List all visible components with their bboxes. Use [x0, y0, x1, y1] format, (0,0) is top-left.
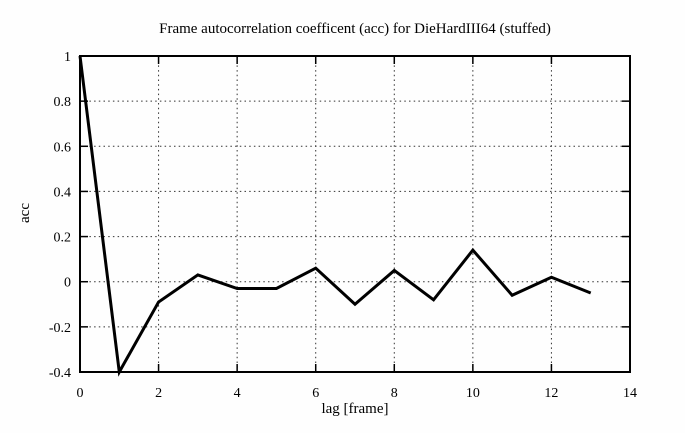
y-tick-label: 1 — [64, 50, 71, 65]
x-tick-label: 0 — [77, 386, 84, 401]
x-tick-label: 4 — [234, 386, 241, 401]
plot-border — [79, 55, 631, 373]
x-tick-label: 14 — [623, 386, 637, 401]
y-tick-label: 0.4 — [54, 185, 72, 200]
y-tick-label: -0.2 — [49, 321, 71, 336]
x-tick-label: 12 — [544, 386, 558, 401]
y-tick-label: 0.6 — [54, 140, 72, 155]
y-tick-label: -0.4 — [49, 366, 71, 381]
chart-title: Frame autocorrelation coefficent (acc) f… — [159, 21, 551, 37]
acc-data-line — [78, 55, 592, 377]
x-axis-label: lag [frame] — [321, 401, 389, 417]
y-tick-label: 0.8 — [54, 95, 72, 110]
x-tick-label: 2 — [155, 386, 162, 401]
x-tick-label: 8 — [391, 386, 398, 401]
y-tick-label: 0.2 — [54, 231, 72, 246]
x-tick-label: 6 — [312, 386, 319, 401]
x-tick-label: 10 — [466, 386, 480, 401]
y-tick-label: 0 — [64, 276, 71, 291]
